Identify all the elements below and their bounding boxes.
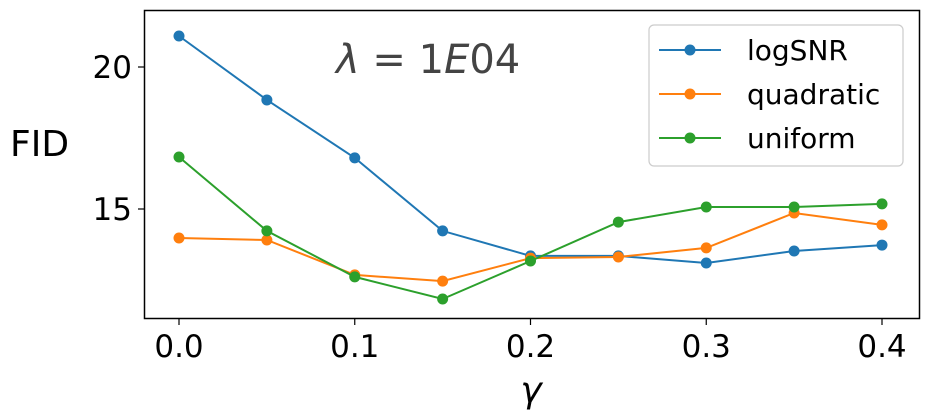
data-point-marker (261, 225, 273, 237)
legend-label: quadratic (747, 78, 880, 111)
series-uniform (173, 151, 888, 305)
data-point-marker (700, 242, 712, 254)
data-point-marker (261, 234, 273, 246)
y-tick-label: 15 (93, 192, 132, 228)
data-point-marker (173, 30, 185, 42)
x-tick-label: 0.2 (506, 329, 555, 365)
data-point-marker (612, 251, 624, 263)
legend: logSNR quadratic uniform (648, 24, 904, 167)
plot-series (173, 30, 888, 305)
data-point-marker (437, 293, 449, 305)
x-axis-ticks: 0.0 0.1 0.2 0.3 0.4 (154, 318, 907, 365)
legend-box (648, 24, 904, 167)
legend-marker-icon (684, 44, 696, 56)
y-tick-label: 20 (93, 50, 132, 86)
data-point-marker (261, 94, 273, 106)
x-tick-label: 0.3 (682, 329, 731, 365)
data-point-marker (876, 198, 888, 210)
data-point-marker (876, 219, 888, 231)
data-point-marker (525, 255, 536, 267)
data-point-marker (788, 201, 800, 213)
data-point-marker (349, 271, 361, 283)
data-point-marker (612, 216, 624, 228)
data-point-marker (788, 245, 800, 257)
data-point-marker (437, 225, 449, 237)
legend-marker-icon (684, 88, 696, 100)
data-point-marker (700, 257, 712, 269)
plot-frame (143, 9, 921, 320)
legend-label: logSNR (747, 34, 848, 67)
x-axis-label: γ (520, 370, 543, 411)
legend-marker-icon (684, 132, 696, 144)
data-point-marker (173, 232, 185, 244)
data-point-marker (876, 239, 888, 251)
data-point-marker (437, 275, 449, 287)
x-tick-label: 0.1 (330, 329, 379, 365)
series-line (178, 211, 883, 283)
series-quadratic (173, 207, 888, 287)
data-point-marker (349, 152, 361, 164)
x-tick-label: 0.0 (154, 329, 203, 365)
legend-item-quadratic: quadratic (659, 78, 880, 111)
legend-label: uniform (747, 122, 856, 155)
legend-item-uniform: uniform (659, 122, 856, 155)
legend-item-logSNR: logSNR (659, 34, 848, 67)
x-tick-label: 0.4 (857, 329, 906, 365)
data-point-marker (700, 201, 712, 213)
lambda-annotation: λ = 1E04 (334, 37, 520, 83)
data-point-marker (173, 151, 185, 163)
series-line (178, 156, 883, 301)
y-axis-label: FID (10, 124, 69, 165)
